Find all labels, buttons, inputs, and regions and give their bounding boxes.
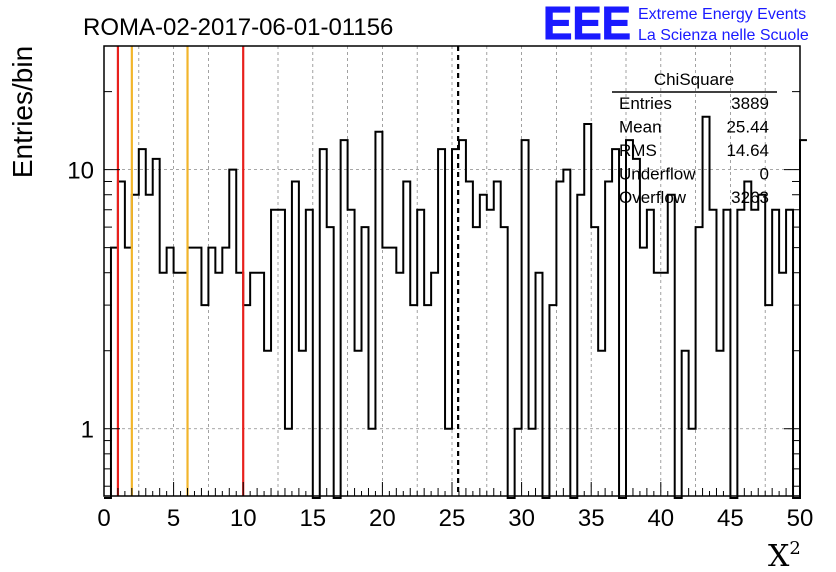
eee-logo-line2: La Scienza nelle Scuole <box>638 27 809 44</box>
stats-row-value: 3889 <box>731 94 769 113</box>
stats-box: ChiSquare Entries 3889 Mean 25.44 RMS 14.64 Un… <box>612 70 777 207</box>
stats-row-label: Overflow <box>619 188 687 207</box>
x-tick-label: 25 <box>439 505 466 532</box>
eee-logo-mark: EEE <box>543 0 631 49</box>
x-tick-label: 30 <box>508 505 535 532</box>
stats-row-value: 14.64 <box>726 141 769 160</box>
axis-ticks <box>103 45 801 496</box>
y-axis-label: Entries/bin <box>7 46 38 178</box>
stats-title: ChiSquare <box>654 70 734 89</box>
chart-title: ROMA-02-2017-06-01-01156 <box>83 14 393 41</box>
stats-rows: Entries 3889 Mean 25.44 RMS 14.64 Underflow 0 Ov… <box>619 94 769 207</box>
x-tick-label: 20 <box>369 505 396 532</box>
x-tick-label: 45 <box>717 505 744 532</box>
x-tick-label: 10 <box>230 505 257 532</box>
eee-logo: EEE Extreme Energy Events La Scienza nel… <box>543 0 809 50</box>
x-tick-label: 5 <box>167 505 180 532</box>
y-tick-label: 10 <box>67 158 94 185</box>
stats-row-value: 3263 <box>731 188 769 207</box>
x-tick-label: 40 <box>647 505 674 532</box>
x-tick-label: 35 <box>578 505 605 532</box>
y-tick-label: 1 <box>81 417 94 444</box>
eee-logo-line1: Extreme Energy Events <box>638 6 806 23</box>
stats-row-value: 0 <box>760 165 769 184</box>
marker-lines <box>116 46 460 496</box>
x-axis-label-base: X <box>768 539 790 572</box>
x-axis-label-superscript: 2 <box>789 538 800 559</box>
stats-row-label: Entries <box>619 94 672 113</box>
x-tick-label: 15 <box>299 505 326 532</box>
x-tick-label: 50 <box>787 505 814 532</box>
histogram-bars <box>104 115 807 499</box>
stats-row-label: RMS <box>619 141 657 160</box>
histogram-outline <box>104 115 807 499</box>
stats-row-label: Underflow <box>619 165 696 184</box>
x-tick-label: 0 <box>97 505 110 532</box>
stats-row-label: Mean <box>619 118 662 137</box>
stats-row-value: 25.44 <box>726 118 769 137</box>
x-axis-label: X2 <box>768 538 801 572</box>
